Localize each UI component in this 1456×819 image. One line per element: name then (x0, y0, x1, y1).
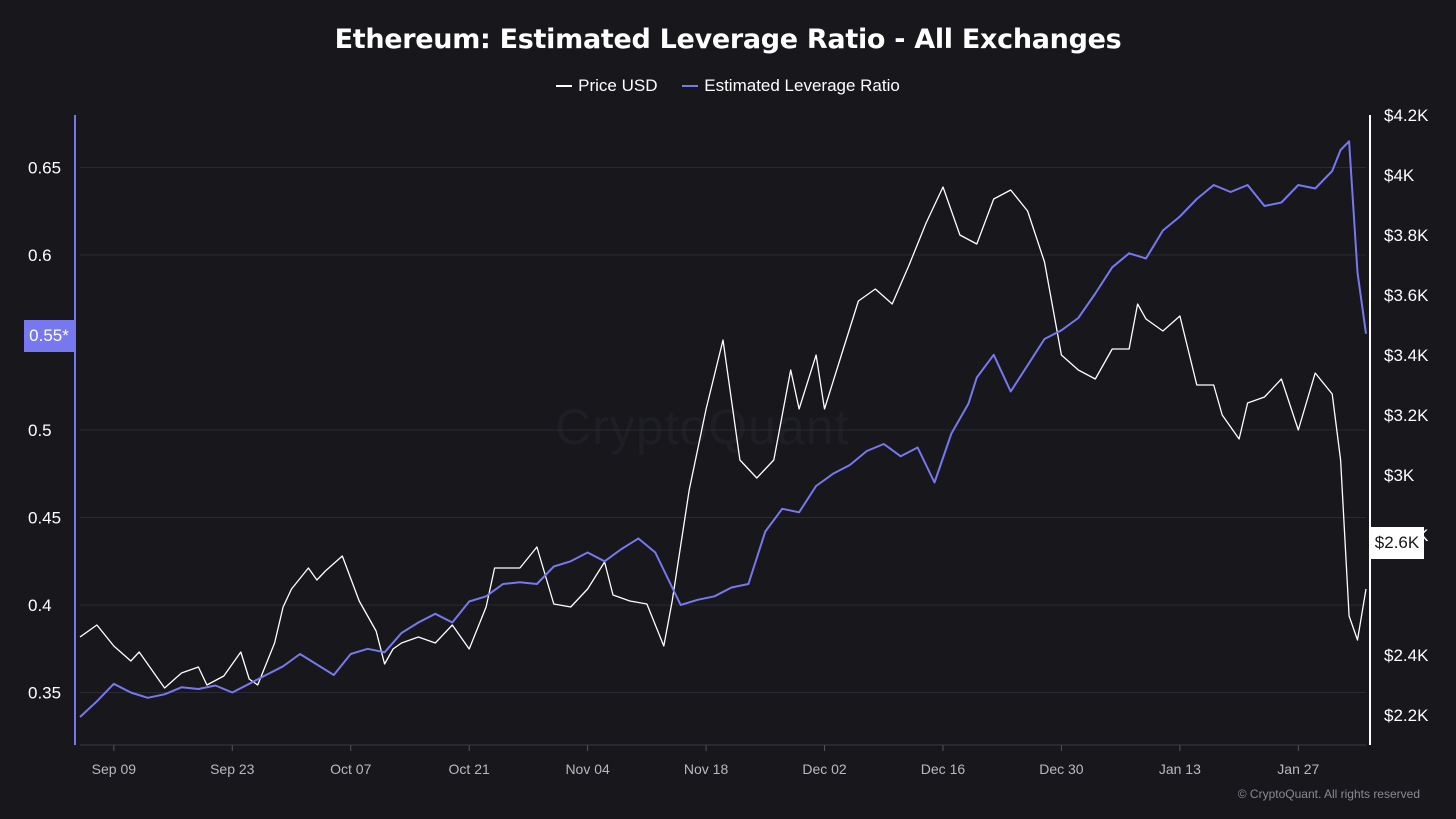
x-axis-tick-label: Nov 04 (565, 761, 610, 777)
x-axis-tick-label: Oct 21 (449, 761, 490, 777)
legend-label-price: Price USD (578, 76, 658, 95)
right-axis-tick-label: $3K (1384, 466, 1415, 485)
left-axis-tick-label: 0.4 (28, 596, 52, 615)
axes: 0.350.40.450.50.60.65$2.2K$2.4K$2.8K$3K$… (28, 106, 1429, 777)
copyright-text: © CryptoQuant. All rights reserved (1237, 787, 1420, 801)
left-axis-tick-label: 0.6 (28, 246, 52, 265)
right-axis-tick-label: $3.6K (1384, 286, 1429, 305)
series-lines (79, 140, 1367, 718)
right-axis-tick-label: $3.2K (1384, 406, 1429, 425)
chart-title: Ethereum: Estimated Leverage Ratio - All… (334, 24, 1122, 55)
x-axis-tick-label: Dec 30 (1039, 761, 1084, 777)
left-axis-tick-label: 0.45 (28, 509, 61, 528)
x-axis-tick-label: Sep 23 (210, 761, 255, 777)
left-axis-current-badge: 0.55* (24, 320, 74, 352)
left-axis-tick-label: 0.35 (28, 684, 61, 703)
x-axis-tick-label: Oct 07 (330, 761, 371, 777)
legend-label-leverage: Estimated Leverage Ratio (704, 76, 900, 95)
left-axis-tick-label: 0.5 (28, 421, 52, 440)
x-axis-tick-label: Sep 09 (92, 761, 137, 777)
right-axis-tick-label: $2.4K (1384, 646, 1429, 665)
right-axis-tick-label: $4.2K (1384, 106, 1429, 125)
legend-item-price[interactable]: Price USD (556, 76, 658, 96)
x-axis-tick-label: Jan 27 (1277, 761, 1319, 777)
legend-item-leverage[interactable]: Estimated Leverage Ratio (682, 76, 900, 96)
right-axis-tick-label: $4K (1384, 166, 1415, 185)
right-axis-tick-label: $3.8K (1384, 226, 1429, 245)
x-axis-tick-label: Nov 18 (684, 761, 729, 777)
x-axis-tick-label: Dec 02 (802, 761, 847, 777)
grid-lines (80, 167, 1366, 693)
x-axis-tick-label: Jan 13 (1159, 761, 1201, 777)
legend-swatch-leverage (682, 85, 699, 87)
right-axis-tick-label: $2.2K (1384, 706, 1429, 725)
legend-swatch-price (556, 85, 573, 87)
right-axis-tick-label: $3.4K (1384, 346, 1429, 365)
leverage-ratio-line (79, 140, 1367, 718)
legend: Price USD Estimated Leverage Ratio (0, 72, 1456, 96)
price-usd-line (79, 186, 1367, 689)
x-axis-tick-label: Dec 16 (921, 761, 966, 777)
right-axis-current-badge: $2.6K (1370, 527, 1424, 559)
left-axis-tick-label: 0.65 (28, 159, 61, 178)
